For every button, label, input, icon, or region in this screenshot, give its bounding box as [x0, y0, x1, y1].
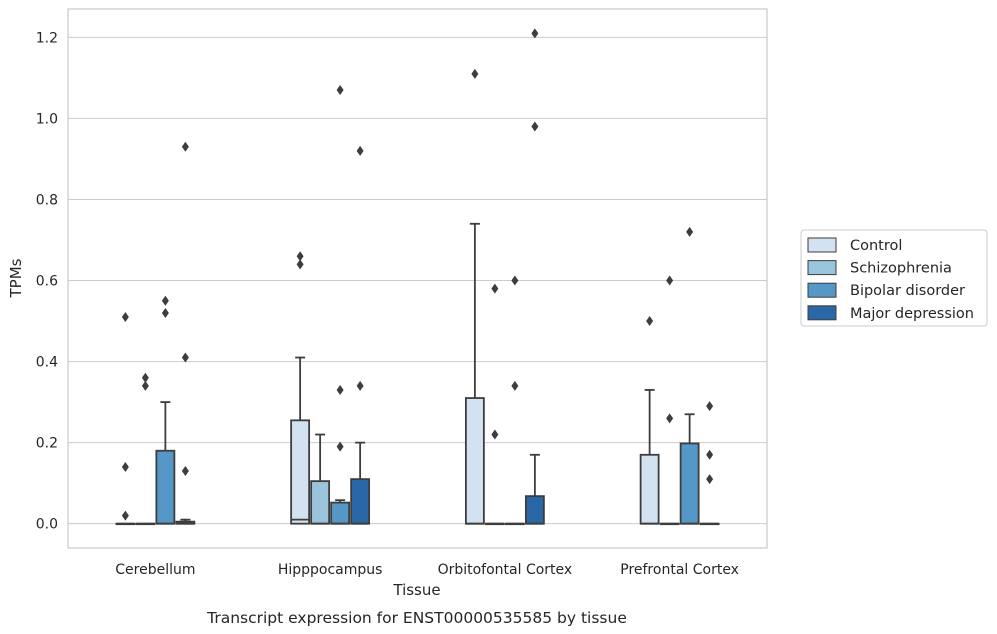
outlier-point — [531, 28, 538, 38]
legend-label: Schizophrenia — [850, 261, 952, 277]
outlier-point — [142, 381, 149, 391]
y-tick-labels: 0.0 0.2 0.4 0.6 0.8 1.0 1.2 — [36, 30, 58, 532]
y-tick-label: 1.2 — [36, 30, 58, 46]
outlier-point — [666, 413, 673, 423]
outlier-point — [162, 296, 169, 306]
outlier-point — [471, 69, 478, 79]
outlier-point — [511, 381, 518, 391]
y-tick-label: 0.0 — [36, 517, 58, 533]
outlier-point — [646, 316, 653, 326]
outlier-point — [706, 401, 713, 411]
box-body — [466, 398, 484, 524]
box-1-0 — [291, 251, 309, 523]
x-tick-label: Cerebellum — [115, 562, 195, 578]
x-tick-label: Orbitofontal Cortex — [438, 562, 573, 578]
outlier-point — [337, 85, 344, 95]
box-2-0 — [466, 69, 484, 524]
outlier-point — [182, 142, 189, 152]
legend-swatch — [808, 261, 836, 275]
box-body — [351, 479, 369, 524]
legend-swatch — [808, 283, 836, 297]
box-body — [311, 481, 329, 524]
box-1-2 — [331, 85, 349, 524]
box-3-1 — [661, 276, 679, 525]
outlier-point — [182, 353, 189, 363]
box-3-2 — [681, 227, 699, 524]
x-tick-label: Prefrontal Cortex — [620, 562, 739, 578]
box-0-2 — [156, 296, 174, 524]
outlier-point — [491, 430, 498, 440]
outlier-point — [666, 276, 673, 286]
box-body — [681, 443, 699, 523]
box-0-1 — [136, 373, 154, 524]
box-plots — [116, 28, 718, 524]
box-1-3 — [351, 146, 369, 524]
legend-label: Control — [850, 238, 902, 254]
box-body — [526, 496, 544, 524]
box-3-3 — [701, 401, 719, 524]
outlier-point — [297, 259, 304, 269]
outlier-point — [122, 462, 129, 472]
box-3-0 — [641, 316, 659, 524]
outlier-point — [491, 284, 498, 294]
chart-caption: Transcript expression for ENST0000053558… — [206, 609, 627, 627]
box-body — [156, 451, 174, 524]
outlier-point — [706, 474, 713, 484]
box-2-3 — [526, 28, 544, 523]
y-tick-label: 0.2 — [36, 436, 58, 452]
y-tick-label: 1.0 — [36, 111, 58, 127]
legend-swatch — [808, 306, 836, 320]
outlier-point — [686, 227, 693, 237]
box-0-0 — [116, 312, 134, 524]
x-tick-labels: Cerebellum Hipppocampus Orbitofontal Corte… — [115, 562, 739, 578]
box-body — [291, 420, 309, 523]
outlier-point — [706, 450, 713, 460]
outlier-point — [357, 146, 364, 156]
y-axis-title: TPMs — [7, 258, 25, 298]
outlier-point — [337, 385, 344, 395]
legend: Control Schizophrenia Bipolar disorder Majo… — [801, 230, 987, 326]
y-tick-label: 0.6 — [36, 274, 58, 290]
legend-label: Bipolar disorder — [850, 283, 965, 299]
y-tick-label: 0.8 — [36, 192, 58, 208]
box-body — [641, 455, 659, 524]
box-body — [331, 503, 349, 524]
outlier-point — [182, 466, 189, 476]
box-2-1 — [486, 284, 504, 525]
x-axis-title: Tissue — [392, 581, 440, 599]
outlier-point — [337, 442, 344, 452]
legend-swatch — [808, 238, 836, 252]
outlier-point — [122, 511, 129, 521]
outlier-point — [162, 308, 169, 318]
tpm-boxplot-chart: 0.0 0.2 0.4 0.6 0.8 1.0 1.2 Cerebellum Hipppoca… — [0, 0, 997, 634]
box-1-1 — [311, 435, 329, 524]
outlier-point — [511, 276, 518, 286]
legend-label: Major depression — [850, 306, 974, 322]
y-tick-label: 0.4 — [36, 355, 58, 371]
outlier-point — [357, 381, 364, 391]
x-tick-label: Hipppocampus — [278, 562, 383, 578]
box-2-2 — [506, 276, 524, 525]
outlier-point — [122, 312, 129, 322]
outlier-point — [531, 122, 538, 132]
